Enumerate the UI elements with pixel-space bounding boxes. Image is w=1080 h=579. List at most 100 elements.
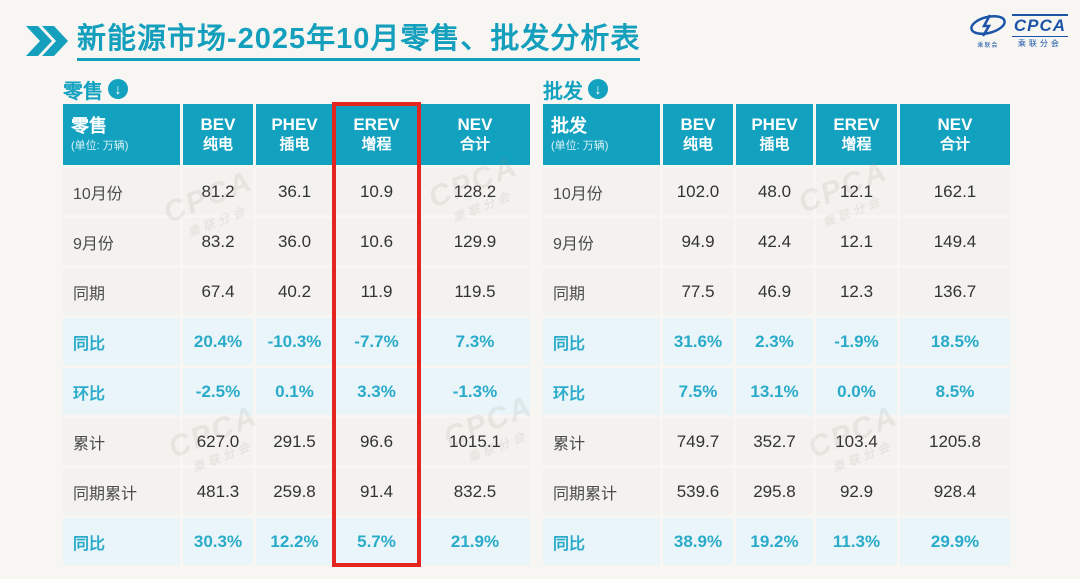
cell-value: 128.2 — [420, 168, 530, 215]
cell-value: 295.8 — [736, 468, 813, 515]
wholesale-corner-header: 批发 (单位: 万辆) — [543, 104, 660, 165]
cell-value: 5.7% — [336, 518, 417, 565]
row-label: 累计 — [543, 418, 660, 465]
column-abbr: NEV — [937, 115, 973, 135]
cell-value: 40.2 — [256, 268, 333, 315]
column-cn: 合计 — [939, 135, 970, 153]
cell-value: 1015.1 — [420, 418, 530, 465]
cell-value: -1.3% — [420, 368, 530, 415]
section-label-retail: 零售 — [63, 80, 103, 103]
row-label: 环比 — [63, 368, 180, 415]
wholesale-section: 批发 ↓ 批发 (单位: 万辆) BEV 纯电 PHEV 插电 EREV 增程 … — [543, 78, 1010, 565]
column-header-phev: PHEV 插电 — [256, 104, 333, 165]
row-label: 同比 — [63, 518, 180, 565]
double-chevron-icon — [26, 26, 68, 56]
cell-value: 749.7 — [663, 418, 733, 465]
retail-section-header: 零售 ↓ — [63, 78, 530, 103]
row-label: 同期 — [543, 268, 660, 315]
cell-value: 539.6 — [663, 468, 733, 515]
column-abbr: PHEV — [271, 115, 318, 135]
cell-value: 29.9% — [900, 518, 1010, 565]
cell-value: 48.0 — [736, 168, 813, 215]
cell-value: 13.1% — [736, 368, 813, 415]
page-title: 新能源市场-2025年10月零售、批发分析表 — [77, 22, 641, 61]
cell-value: -2.5% — [183, 368, 253, 415]
column-abbr: EREV — [353, 115, 400, 135]
logo-subtitle: 乘联分会 — [1017, 39, 1062, 48]
cell-value: 0.0% — [816, 368, 897, 415]
column-header-bev: BEV 纯电 — [663, 104, 733, 165]
retail-section: 零售 ↓ 零售 (单位: 万辆) BEV 纯电 PHEV 插电 EREV 增程 … — [63, 78, 530, 567]
logo-swoosh-caption: 乘联会 — [977, 43, 999, 49]
row-label: 同期 — [63, 268, 180, 315]
column-header-erev: EREV 增程 — [816, 104, 897, 165]
cell-value: 20.4% — [183, 318, 253, 365]
column-cn: 插电 — [759, 135, 790, 153]
corner-unit: (单位: 万辆) — [71, 139, 129, 152]
cell-value: 481.3 — [183, 468, 253, 515]
cell-value: 12.2% — [256, 518, 333, 565]
row-label: 同期累计 — [63, 468, 180, 515]
cell-value: 7.3% — [420, 318, 530, 365]
cell-value: 46.9 — [736, 268, 813, 315]
row-label: 同比 — [543, 518, 660, 565]
cell-value: 10.6 — [336, 218, 417, 265]
column-header-bev: BEV 纯电 — [183, 104, 253, 165]
cell-value: 1205.8 — [900, 418, 1010, 465]
cell-value: 8.5% — [900, 368, 1010, 415]
retail-corner-header: 零售 (单位: 万辆) — [63, 104, 180, 165]
row-label: 10月份 — [543, 168, 660, 215]
wholesale-section-header: 批发 ↓ — [543, 78, 1010, 103]
cell-value: 83.2 — [183, 218, 253, 265]
cell-value: 259.8 — [256, 468, 333, 515]
cell-value: 38.9% — [663, 518, 733, 565]
cell-value: 119.5 — [420, 268, 530, 315]
cell-value: 19.2% — [736, 518, 813, 565]
cell-value: -1.9% — [816, 318, 897, 365]
cell-value: 3.3% — [336, 368, 417, 415]
column-abbr: BEV — [200, 115, 236, 135]
cell-value: 129.9 — [420, 218, 530, 265]
corner-unit: (单位: 万辆) — [551, 139, 609, 152]
cell-value: 627.0 — [183, 418, 253, 465]
down-arrow-icon: ↓ — [588, 79, 608, 99]
corner-label: 批发 — [551, 116, 587, 137]
cell-value: 10.9 — [336, 168, 417, 215]
cell-value: 0.1% — [256, 368, 333, 415]
row-label: 同期累计 — [543, 468, 660, 515]
cell-value: 352.7 — [736, 418, 813, 465]
cell-value: 91.4 — [336, 468, 417, 515]
cell-value: 102.0 — [663, 168, 733, 215]
cell-value: 162.1 — [900, 168, 1010, 215]
column-cn: 纯电 — [202, 135, 233, 153]
cell-value: 94.9 — [663, 218, 733, 265]
row-label: 9月份 — [63, 218, 180, 265]
column-cn: 插电 — [279, 135, 310, 153]
cell-value: 7.5% — [663, 368, 733, 415]
column-header-nev: NEV 合计 — [420, 104, 530, 165]
cell-value: 12.1 — [816, 168, 897, 215]
row-label: 环比 — [543, 368, 660, 415]
cell-value: 21.9% — [420, 518, 530, 565]
row-label: 累计 — [63, 418, 180, 465]
cell-value: 31.6% — [663, 318, 733, 365]
row-label: 同比 — [63, 318, 180, 365]
column-cn: 纯电 — [682, 135, 713, 153]
column-abbr: BEV — [680, 115, 716, 135]
cell-value: 11.3% — [816, 518, 897, 565]
row-label: 9月份 — [543, 218, 660, 265]
logo-text: CPCA — [1011, 14, 1068, 37]
cell-value: 67.4 — [183, 268, 253, 315]
cell-value: 36.1 — [256, 168, 333, 215]
cell-value: 12.1 — [816, 218, 897, 265]
cell-value: 832.5 — [420, 468, 530, 515]
cell-value: 11.9 — [336, 268, 417, 315]
cell-value: 42.4 — [736, 218, 813, 265]
column-header-phev: PHEV 插电 — [736, 104, 813, 165]
corner-label: 零售 — [71, 116, 107, 137]
section-label-wholesale: 批发 — [543, 80, 583, 103]
cell-value: 103.4 — [816, 418, 897, 465]
cpca-logo: 乘联会 CPCA 乘联分会 — [968, 14, 1068, 49]
row-label: 同比 — [543, 318, 660, 365]
